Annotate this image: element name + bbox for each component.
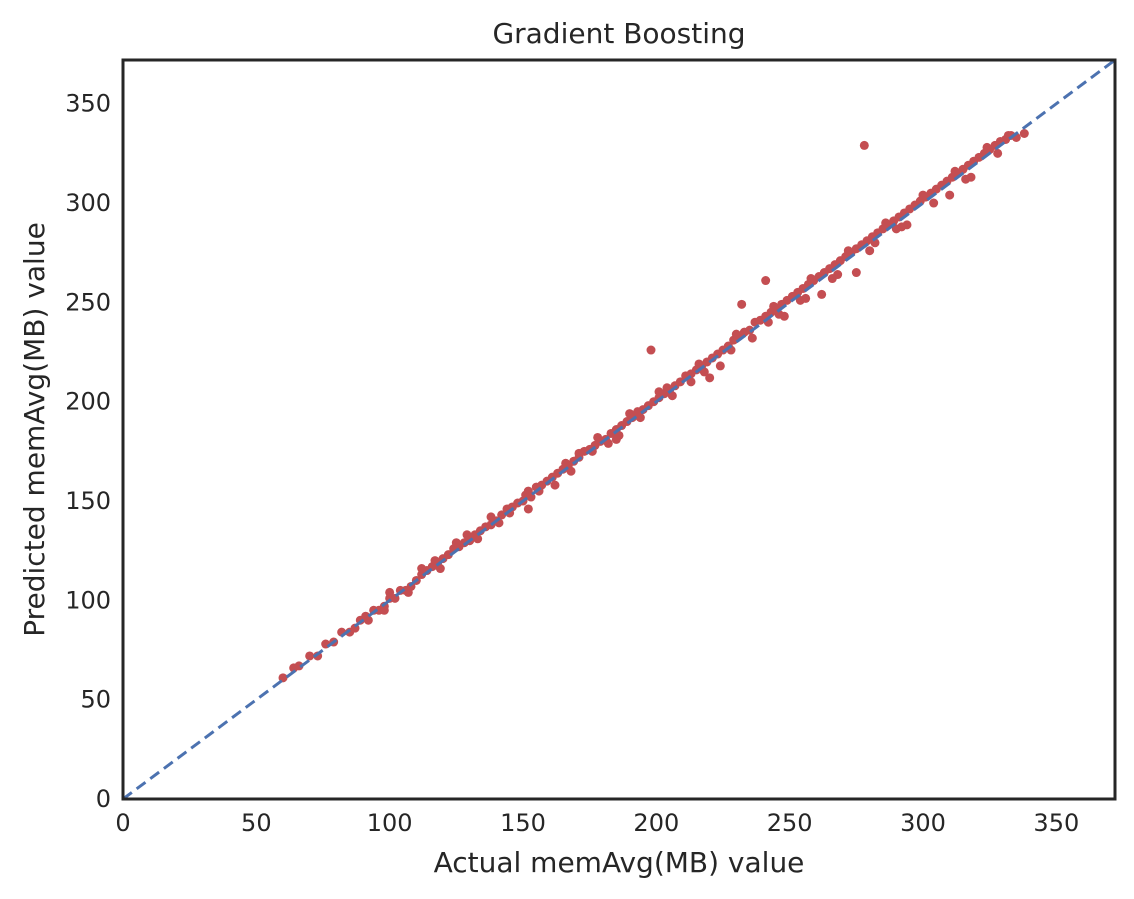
- data-points: [123, 60, 1115, 799]
- plot-frame: [121, 58, 1117, 801]
- y-axis-ticks: 0 50 100 150 200 250 300 350: [65, 90, 111, 813]
- data-point: [769, 301, 779, 311]
- data-point: [694, 359, 704, 369]
- data-point: [833, 270, 843, 280]
- data-point: [385, 587, 395, 597]
- data-point: [603, 438, 613, 448]
- data-point: [550, 480, 560, 490]
- data-point: [870, 238, 880, 248]
- y-tick-label: 100: [65, 586, 111, 614]
- data-point: [361, 611, 371, 621]
- x-tick-label: 300: [900, 809, 946, 837]
- x-axis-title: Actual memAvg(MB) value: [434, 846, 805, 879]
- data-point: [817, 289, 827, 299]
- data-point: [451, 538, 461, 548]
- y-axis-title: Predicted memAvg(MB) value: [18, 222, 51, 637]
- data-point: [443, 550, 453, 560]
- data-point: [625, 409, 635, 419]
- data-point: [566, 466, 576, 476]
- data-point: [593, 432, 603, 442]
- data-point: [1019, 129, 1029, 138]
- data-point: [435, 564, 445, 574]
- data-point: [662, 383, 672, 393]
- data-point: [715, 361, 725, 371]
- data-point: [473, 534, 483, 544]
- data-point: [945, 190, 955, 200]
- data-point: [737, 299, 747, 309]
- data-point: [486, 512, 496, 522]
- x-tick-label: 200: [633, 809, 679, 837]
- data-point: [294, 661, 304, 671]
- x-tick-label: 350: [1033, 809, 1079, 837]
- data-point: [611, 434, 621, 444]
- data-point: [417, 564, 427, 574]
- data-point: [993, 148, 1003, 158]
- data-point: [865, 246, 875, 256]
- data-point: [761, 276, 771, 286]
- data-point: [902, 220, 912, 230]
- data-point: [982, 142, 992, 152]
- x-tick-label: 150: [500, 809, 546, 837]
- x-tick-label: 0: [115, 809, 130, 837]
- y-tick-label: 300: [65, 189, 111, 217]
- data-point: [918, 190, 928, 200]
- data-point: [667, 391, 677, 401]
- data-point: [654, 387, 664, 397]
- y-tick-label: 150: [65, 487, 111, 515]
- x-axis-ticks: 0 50 100 150 200 250 300 350: [115, 809, 1079, 837]
- x-tick-label: 250: [767, 809, 813, 837]
- data-point: [462, 530, 472, 540]
- data-point: [305, 651, 315, 661]
- data-point: [497, 510, 507, 520]
- y-tick-label: 200: [65, 388, 111, 416]
- y-tick-label: 0: [96, 785, 111, 813]
- data-point: [851, 268, 861, 278]
- reference-line: [123, 60, 1115, 799]
- data-point: [686, 377, 696, 387]
- data-point: [574, 448, 584, 458]
- data-point: [523, 504, 533, 514]
- data-point: [646, 345, 656, 355]
- data-point: [801, 293, 811, 303]
- data-point: [891, 224, 901, 234]
- data-point: [675, 377, 685, 387]
- y-tick-label: 50: [80, 686, 111, 714]
- data-point: [523, 486, 533, 496]
- data-point: [859, 140, 869, 150]
- data-point: [403, 587, 413, 597]
- x-tick-label: 100: [367, 809, 413, 837]
- data-point: [806, 274, 816, 284]
- data-point: [430, 556, 440, 566]
- y-tick-label: 250: [65, 288, 111, 316]
- data-point: [966, 172, 976, 182]
- data-point: [699, 367, 709, 377]
- data-point: [561, 458, 571, 468]
- data-point: [774, 309, 784, 319]
- data-point: [929, 198, 939, 208]
- chart-title: Gradient Boosting: [492, 17, 745, 50]
- data-point: [731, 329, 741, 339]
- y-tick-label: 350: [65, 90, 111, 118]
- data-point: [705, 373, 715, 383]
- data-point: [747, 333, 757, 343]
- data-point: [881, 218, 891, 228]
- data-point: [379, 605, 389, 615]
- x-tick-label: 50: [241, 809, 272, 837]
- data-point: [843, 246, 853, 256]
- data-point: [745, 325, 755, 335]
- data-point: [635, 413, 645, 423]
- data-point: [950, 166, 960, 176]
